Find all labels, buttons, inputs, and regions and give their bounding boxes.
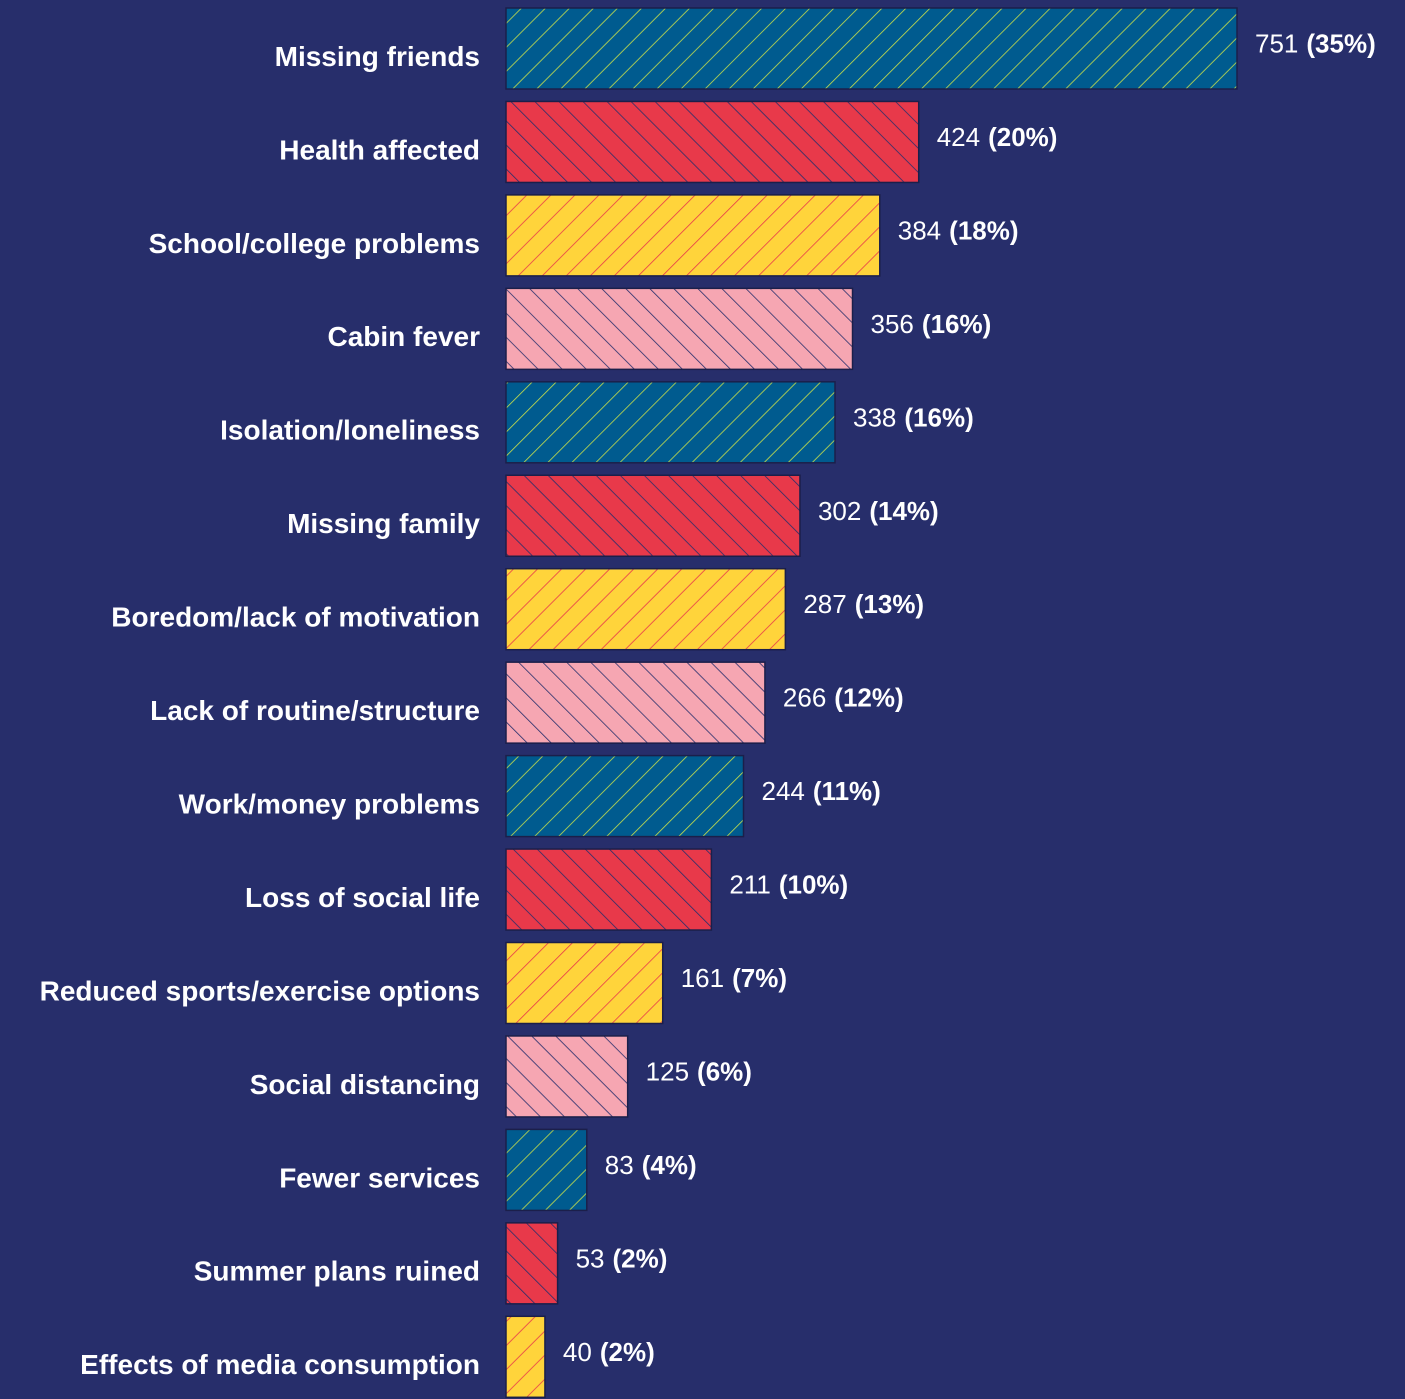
category-label: Boredom/lack of motivation (111, 602, 480, 633)
bar (505, 661, 766, 744)
category-label: School/college problems (149, 228, 480, 259)
value-share: (6%) (697, 1056, 752, 1086)
value-label: 53 (2%) (576, 1243, 668, 1273)
bar (505, 567, 787, 651)
value-share: (11%) (813, 776, 881, 806)
bar (505, 287, 854, 371)
value-label: 161 (7%) (681, 963, 787, 993)
value-share: (13%) (855, 589, 924, 619)
category-label: Cabin fever (328, 321, 481, 352)
category-label: Fewer services (279, 1162, 480, 1193)
category-label: Effects of media consumption (80, 1349, 480, 1380)
value-label: 751 (35%) (1255, 28, 1376, 58)
value-share: (4%) (642, 1150, 697, 1180)
value-label: 83 (4%) (605, 1150, 697, 1180)
bar (505, 848, 713, 931)
value-count: 751 (1255, 28, 1298, 58)
bar (505, 194, 881, 277)
category-label: Isolation/loneliness (220, 415, 480, 446)
value-label: 338 (16%) (853, 402, 974, 432)
bar (505, 941, 664, 1025)
value-count: 244 (762, 776, 805, 806)
bar (505, 1128, 588, 1212)
value-count: 266 (783, 683, 826, 713)
bar (505, 7, 1238, 90)
bar (505, 1222, 559, 1305)
value-share: (16%) (904, 402, 973, 432)
value-share: (7%) (732, 963, 787, 993)
value-label: 287 (13%) (803, 589, 924, 619)
value-share: (2%) (613, 1243, 668, 1273)
value-label: 384 (18%) (898, 215, 1019, 245)
value-count: 161 (681, 963, 724, 993)
value-label: 244 (11%) (762, 776, 881, 806)
value-count: 384 (898, 215, 941, 245)
value-label: 356 (16%) (871, 309, 992, 339)
value-share: (35%) (1306, 28, 1375, 58)
category-label: Health affected (279, 134, 480, 165)
value-share: (10%) (779, 869, 848, 899)
value-count: 83 (605, 1150, 634, 1180)
category-label: Reduced sports/exercise options (40, 975, 480, 1006)
value-label: 125 (6%) (646, 1056, 752, 1086)
value-count: 424 (937, 122, 980, 152)
value-count: 287 (803, 589, 846, 619)
value-count: 302 (818, 496, 861, 526)
value-count: 356 (871, 309, 914, 339)
value-count: 211 (729, 869, 770, 899)
value-count: 40 (563, 1337, 592, 1367)
value-label: 266 (12%) (783, 683, 904, 713)
value-share: (12%) (834, 683, 903, 713)
value-label: 211 (10%) (729, 869, 848, 899)
bar (505, 474, 801, 557)
bar (505, 1315, 546, 1399)
category-label: Lack of routine/structure (150, 695, 480, 726)
bar (505, 754, 745, 838)
value-share: (16%) (922, 309, 991, 339)
category-label: Loss of social life (245, 882, 480, 913)
value-share: (18%) (949, 215, 1018, 245)
category-label: Work/money problems (179, 788, 480, 819)
value-share: (2%) (600, 1337, 655, 1367)
category-label: Missing friends (275, 41, 480, 72)
category-label: Social distancing (250, 1069, 480, 1100)
category-label: Summer plans ruined (194, 1256, 480, 1287)
value-count: 125 (646, 1056, 689, 1086)
bar (505, 381, 836, 464)
value-share: (14%) (869, 496, 938, 526)
value-share: (20%) (988, 122, 1057, 152)
value-label: 302 (14%) (818, 496, 939, 526)
value-label: 424 (20%) (937, 122, 1058, 152)
value-label: 40 (2%) (563, 1337, 655, 1367)
category-label: Missing family (287, 508, 480, 539)
value-count: 53 (576, 1243, 605, 1273)
value-count: 338 (853, 402, 896, 432)
bar (505, 100, 920, 184)
bar (505, 1035, 629, 1118)
